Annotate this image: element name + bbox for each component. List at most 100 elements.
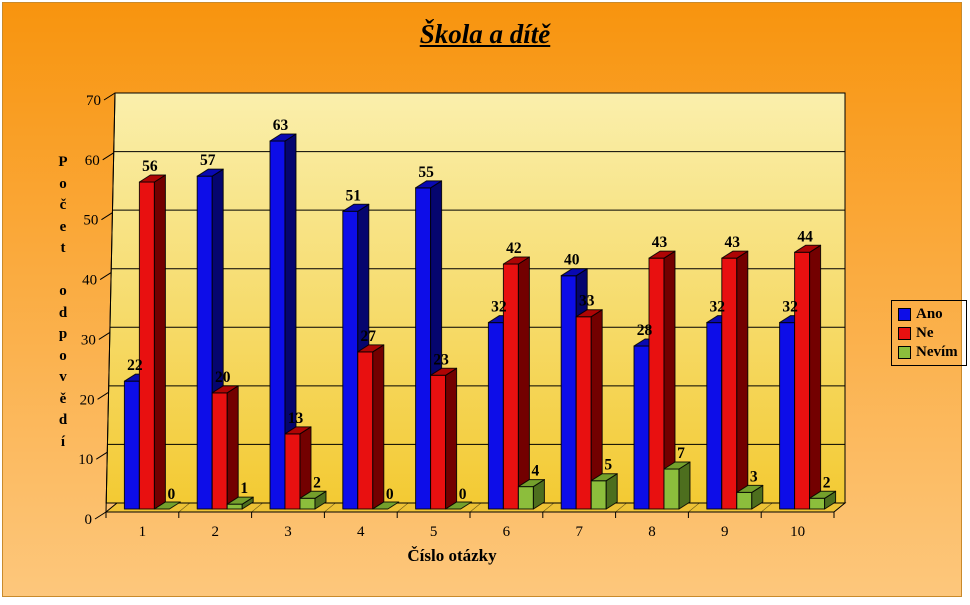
- bar-label: 40: [564, 252, 580, 269]
- bar-nevim-8: [663, 468, 680, 510]
- legend-swatch-ne: [898, 326, 911, 340]
- y-tick-label: 20: [80, 392, 95, 408]
- bar-label: 32: [710, 299, 726, 316]
- bar-ne-9-side: [736, 250, 749, 510]
- y-tick: [98, 332, 111, 340]
- bar-nevim-10: [809, 497, 826, 510]
- bar-ano-7: [560, 275, 577, 510]
- legend: Ano Ne Nevím: [891, 300, 967, 366]
- y-tick-label: 40: [82, 273, 97, 289]
- floor-separator: [397, 502, 409, 513]
- y-tick: [102, 152, 114, 161]
- bar-ano-4: [342, 210, 359, 510]
- bar-label: 7: [677, 445, 685, 462]
- bar-label: 32: [491, 299, 507, 316]
- legend-label-nevim: Nevím: [916, 344, 958, 360]
- bar-ne-2: [211, 392, 228, 510]
- floor-separator: [251, 502, 263, 513]
- bar-label: 44: [797, 228, 813, 245]
- bar-nevim-7: [590, 480, 607, 510]
- bar-nevim-1: [153, 501, 181, 510]
- bar-nevim-2: [226, 503, 243, 510]
- bar-label: 33: [579, 293, 595, 310]
- y-axis-title-letter: e: [59, 218, 67, 235]
- floor-separator: [469, 502, 482, 513]
- bar-nevim-9-top: [736, 484, 764, 493]
- bar-ne-6-top: [502, 256, 530, 265]
- bar-label: 55: [418, 164, 434, 181]
- y-tick-label: 50: [83, 213, 98, 229]
- bar-nevim-5: [445, 501, 473, 510]
- bar-ne-2-side: [226, 385, 239, 510]
- bar-ne-3: [284, 433, 301, 510]
- bar-ano-8: [633, 345, 650, 510]
- bar-label: 3: [750, 468, 758, 485]
- bar-label: 0: [459, 486, 467, 503]
- y-axis-title-letter: o: [59, 175, 67, 192]
- bar-nevim-3-top: [299, 490, 327, 499]
- bar-label: 32: [782, 299, 798, 316]
- y-axis-title-letter: o: [59, 283, 67, 299]
- y-axis-title-letter: v: [59, 369, 67, 385]
- y-axis-title-letter: P: [58, 154, 68, 170]
- bar-ne-9-top: [721, 250, 749, 259]
- y-axis-title-letter: [50, 260, 76, 282]
- y-axis-title-letter: č: [59, 197, 67, 213]
- y-axis-title-letter: d: [58, 304, 68, 321]
- bar-nevim-10-top: [809, 490, 837, 499]
- bar-ano-5: [415, 187, 432, 510]
- bar-ne-4-side: [372, 344, 385, 510]
- bar-ne-6-side: [517, 256, 530, 510]
- bar-nevim-8-side: [678, 461, 691, 510]
- bar-label: 0: [168, 486, 176, 503]
- x-tick-label: 2: [211, 524, 219, 540]
- bar-ne-5-top: [430, 367, 458, 376]
- bar-ne-1-side: [153, 174, 166, 510]
- x-tick-label: 9: [721, 524, 729, 540]
- chart-title: Škola a dítě: [419, 19, 551, 49]
- bar-label: 2: [313, 474, 321, 491]
- y-axis-title-letter: ě: [59, 390, 67, 407]
- bar-ne-8: [648, 257, 665, 510]
- bar-nevim-9: [736, 491, 753, 510]
- legend-label-ano: Ano: [916, 306, 943, 322]
- bar-label: 13: [288, 410, 304, 427]
- bar-label: 57: [200, 152, 216, 169]
- x-axis-title: Číslo otázky: [407, 546, 497, 565]
- floor-separator: [688, 502, 700, 513]
- bar-label: 56: [142, 158, 158, 175]
- legend-swatch-ano: [898, 307, 911, 321]
- bar-nevim-4: [372, 501, 400, 510]
- bar-ne-1-top: [138, 174, 166, 183]
- y-axis-title-letter: í: [60, 433, 66, 450]
- bar-ano-1: [123, 380, 140, 510]
- x-tick-label: 8: [648, 524, 656, 540]
- legend-swatch-nevim: [898, 345, 911, 359]
- bar-ano-7-top: [560, 268, 588, 277]
- bar-label: 27: [361, 328, 377, 345]
- bar-label: 42: [506, 240, 522, 257]
- y-tick: [94, 511, 107, 520]
- bar-ne-10-side: [809, 244, 822, 510]
- bar-ano-10: [779, 322, 796, 510]
- y-axis-line: [105, 92, 116, 513]
- bar-ano-2-top: [196, 168, 224, 177]
- y-axis-title-letter: t: [60, 240, 66, 256]
- bar-ne-10-top: [794, 244, 822, 253]
- bar-ne-3-top: [284, 426, 312, 435]
- bar-ano-9: [706, 322, 723, 510]
- x-tick-label: 5: [430, 524, 438, 540]
- bar-nevim-6: [517, 486, 534, 510]
- bar-ano-4-top: [342, 203, 370, 212]
- bar-label: 2: [823, 474, 831, 491]
- bar-ne-10: [794, 251, 811, 510]
- bar-ne-7: [575, 316, 592, 510]
- y-tick: [101, 212, 113, 221]
- y-tick-label: 0: [85, 512, 93, 528]
- bar-ano-3-top: [269, 133, 297, 142]
- bar-nevim-8-top: [663, 461, 691, 470]
- x-tick-label: 7: [575, 524, 583, 540]
